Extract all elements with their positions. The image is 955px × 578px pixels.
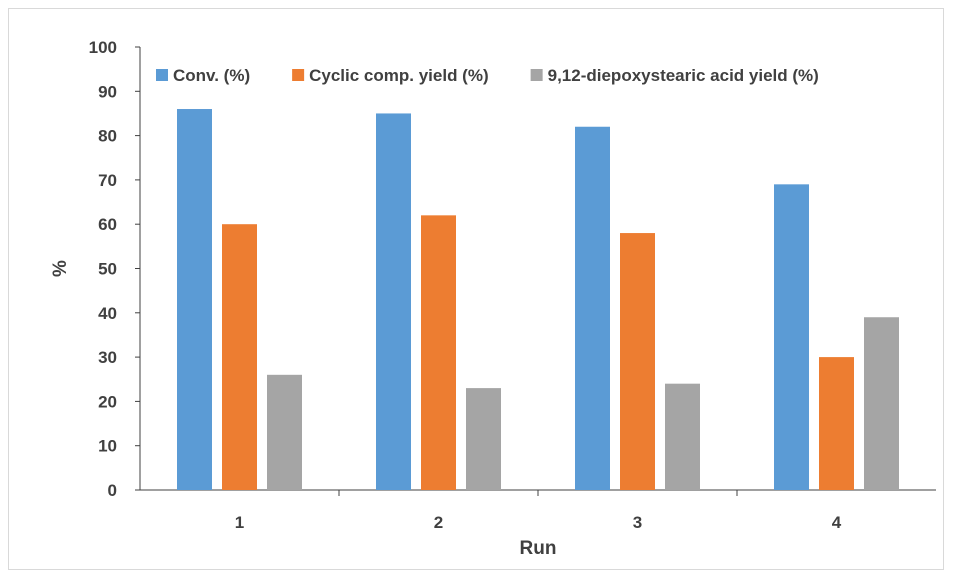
plot-area: 0 10 20 30 40 50 60 70 80 90 100 1 2 3 4 [89, 38, 936, 532]
legend-label: 9,12-diepoxystearic acid yield (%) [548, 66, 819, 85]
bar [864, 317, 899, 490]
y-tick-label: 0 [108, 481, 117, 500]
y-tick-label: 80 [98, 127, 117, 146]
legend: Conv. (%) Cyclic comp. yield (%) 9,12-diep… [156, 66, 819, 85]
bar [267, 374, 302, 490]
bar [222, 224, 257, 490]
bar [466, 388, 501, 490]
bar [774, 184, 809, 490]
legend-swatch [156, 69, 168, 81]
y-tick-label: 50 [98, 260, 117, 279]
bar [819, 357, 854, 490]
y-tick-label: 60 [98, 215, 117, 234]
bar [575, 126, 610, 491]
y-axis-ticks: 0 10 20 30 40 50 60 70 80 90 100 [89, 38, 140, 500]
legend-swatch [292, 69, 305, 81]
bar [421, 215, 456, 490]
legend-label: Cyclic comp. yield (%) [309, 66, 489, 85]
legend-label: Conv. (%) [173, 66, 250, 85]
y-tick-label: 40 [98, 304, 117, 323]
legend-swatch [530, 69, 543, 81]
x-tick-label: 3 [633, 513, 642, 532]
y-tick-label: 20 [98, 392, 117, 411]
y-tick-label: 30 [98, 348, 117, 367]
bar [620, 233, 655, 490]
x-tick-label: 2 [434, 513, 443, 532]
x-axis-ticks: 1 2 3 4 [235, 490, 842, 532]
bar [665, 383, 700, 490]
x-tick-label: 4 [832, 513, 842, 532]
y-tick-label: 100 [89, 38, 117, 57]
y-tick-label: 90 [98, 82, 117, 101]
x-tick-label: 1 [235, 513, 244, 532]
y-tick-label: 10 [98, 437, 117, 456]
y-axis-label: % [50, 260, 71, 277]
y-tick-label: 70 [98, 171, 117, 190]
bars [177, 109, 899, 491]
bar [376, 113, 411, 490]
x-axis-label: Run [520, 538, 557, 559]
bar [177, 109, 212, 491]
